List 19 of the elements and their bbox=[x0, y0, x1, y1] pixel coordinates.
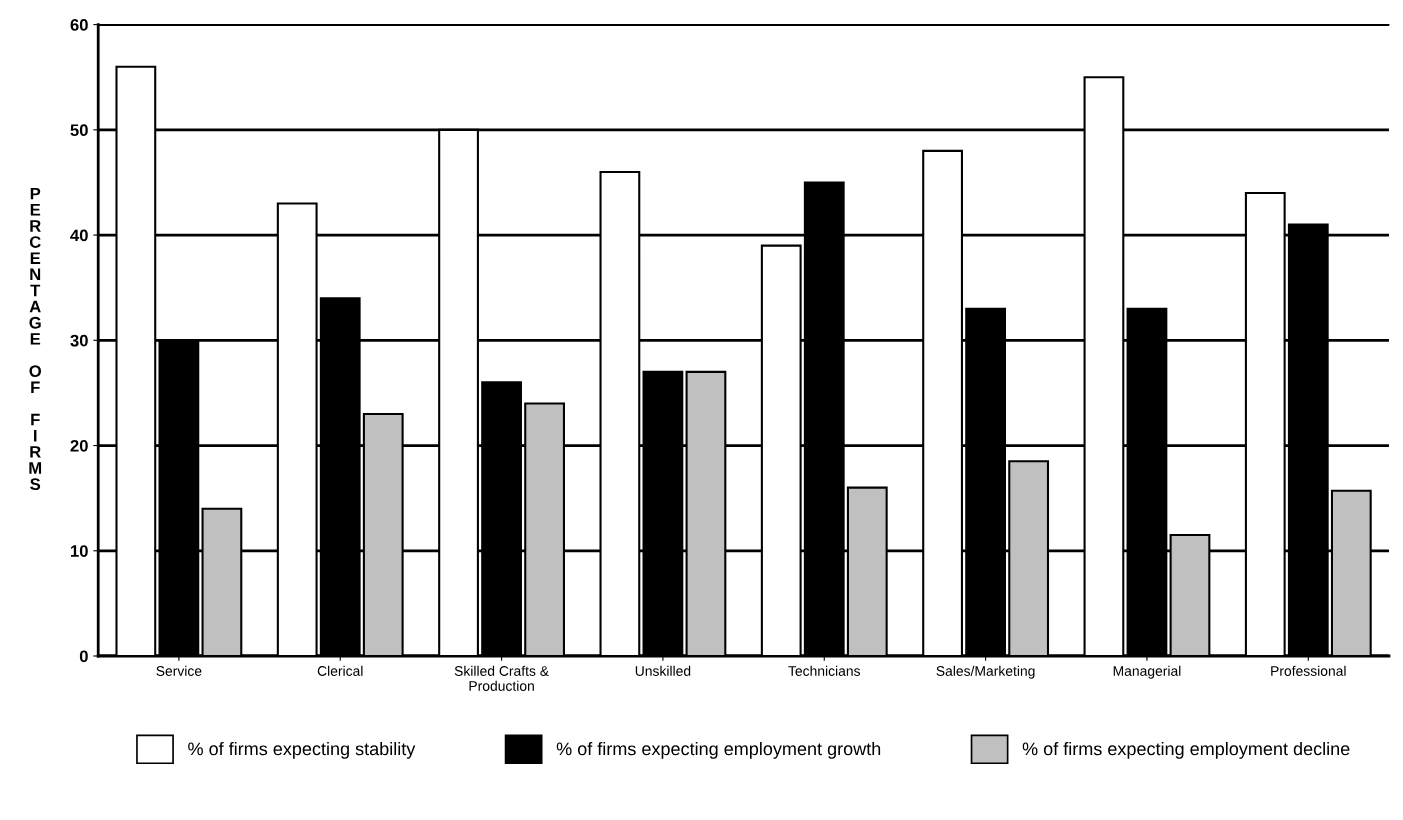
y-tick-label: 50 bbox=[70, 124, 88, 137]
y-tick-label: 0 bbox=[79, 650, 88, 663]
legend-label: % of firms expecting employment growth bbox=[556, 741, 881, 759]
x-tick-label: Service bbox=[156, 665, 202, 676]
x-tick-label: Sales/Marketing bbox=[936, 665, 1035, 679]
y-tick-label: 20 bbox=[70, 439, 88, 452]
legend-label: % of firms expecting stability bbox=[188, 741, 416, 759]
legend-label: % of firms expecting employment decline bbox=[1022, 741, 1350, 759]
y-tick-label: 30 bbox=[70, 334, 88, 347]
x-tick-label: Managerial bbox=[1113, 665, 1181, 679]
x-tick-label: Skilled Crafts & Production bbox=[454, 665, 549, 691]
y-tick-label: 60 bbox=[70, 19, 88, 31]
text: PERCENTAGE OF FIRMS bbox=[29, 187, 42, 491]
x-tick-label: Unskilled bbox=[635, 665, 691, 676]
y-tick-label: 40 bbox=[70, 229, 88, 242]
x-tick-label: Technicians bbox=[788, 665, 861, 676]
y-tick-label: 10 bbox=[71, 545, 88, 557]
x-tick-label: Professional bbox=[1271, 665, 1346, 676]
x-tick-label: Clerical bbox=[317, 665, 363, 676]
